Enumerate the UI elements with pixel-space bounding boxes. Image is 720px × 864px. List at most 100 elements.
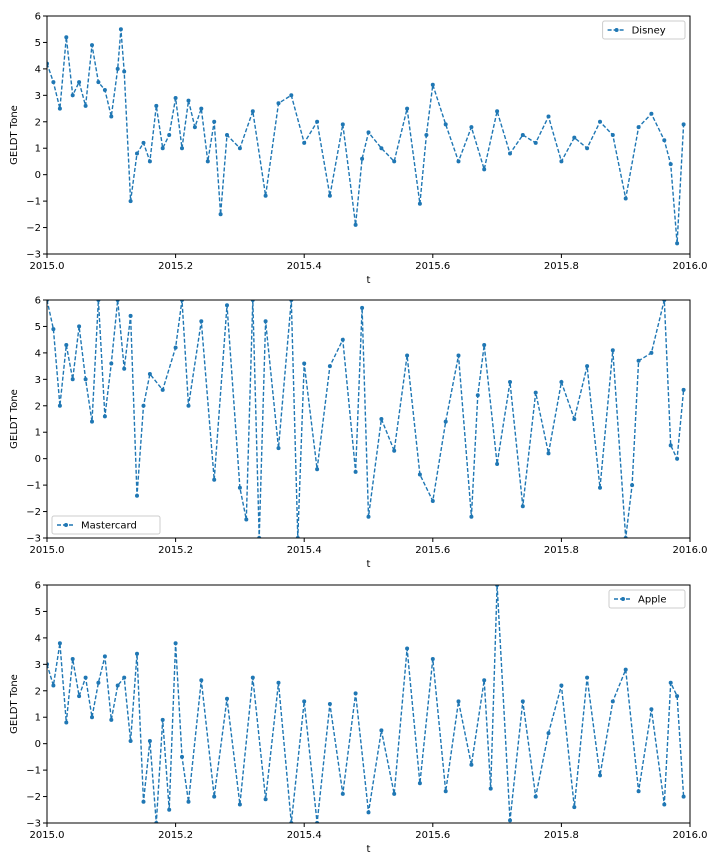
y-tick-label: 1 bbox=[35, 713, 41, 724]
data-point bbox=[154, 103, 159, 108]
data-point bbox=[559, 159, 564, 164]
data-point bbox=[77, 324, 82, 329]
data-point bbox=[430, 657, 435, 661]
x-tick-label: 2015.2 bbox=[158, 830, 193, 841]
y-tick-label: 4 bbox=[35, 633, 41, 644]
chart-panel-2: 2015.0 2015.2 2015.4 2015.6 2015.8 2016.0 −3 −2… bbox=[9, 296, 708, 571]
data-point bbox=[572, 417, 577, 421]
legend: Mastercard bbox=[51, 515, 161, 535]
data-point bbox=[102, 88, 107, 92]
data-point bbox=[237, 146, 242, 151]
data-point bbox=[366, 130, 371, 135]
data-point bbox=[630, 483, 635, 488]
data-point bbox=[167, 133, 172, 137]
data-point bbox=[681, 794, 686, 799]
y-axis-label: GELDT Tone bbox=[9, 105, 20, 165]
data-point bbox=[482, 167, 487, 172]
x-tick-label: 2015.8 bbox=[544, 261, 579, 272]
data-point bbox=[430, 82, 435, 87]
data-point bbox=[70, 93, 75, 98]
data-point bbox=[225, 133, 229, 137]
data-point bbox=[263, 319, 268, 324]
data-point bbox=[315, 467, 320, 472]
data-point bbox=[508, 380, 512, 384]
data-point bbox=[623, 667, 628, 672]
data-point bbox=[147, 372, 152, 376]
data-point bbox=[340, 337, 345, 342]
data-point bbox=[83, 377, 88, 382]
data-point bbox=[353, 222, 358, 227]
data-point bbox=[482, 678, 487, 683]
data-point bbox=[327, 364, 332, 369]
data-point bbox=[186, 799, 191, 804]
data-point bbox=[469, 514, 474, 519]
data-point bbox=[456, 353, 461, 358]
y-tick-label: −1 bbox=[26, 766, 41, 777]
data-point bbox=[96, 680, 101, 685]
data-point bbox=[70, 657, 75, 661]
data-point bbox=[212, 794, 217, 799]
y-tick-label: 6 bbox=[35, 296, 41, 307]
data-point bbox=[405, 646, 410, 651]
data-point bbox=[508, 818, 512, 823]
plot-frame bbox=[46, 299, 691, 539]
data-point bbox=[96, 80, 101, 85]
data-point bbox=[681, 122, 686, 127]
data-point bbox=[212, 119, 217, 124]
plot-frame bbox=[46, 15, 691, 255]
series-mastercard bbox=[47, 300, 686, 538]
data-point bbox=[572, 805, 577, 810]
data-point bbox=[315, 119, 320, 124]
legend-box bbox=[51, 515, 161, 535]
data-point bbox=[520, 699, 525, 704]
y-tick-label: 0 bbox=[35, 170, 41, 181]
data-point bbox=[102, 414, 107, 419]
data-point bbox=[102, 654, 107, 659]
x-tick-label: 2016.0 bbox=[673, 261, 708, 272]
data-point bbox=[302, 699, 307, 704]
legend-label: Mastercard bbox=[81, 521, 137, 532]
data-point bbox=[668, 162, 673, 167]
data-point bbox=[160, 717, 165, 722]
data-point bbox=[681, 387, 686, 392]
y-tick-label: 3 bbox=[35, 91, 41, 102]
data-point bbox=[366, 810, 371, 815]
data-point bbox=[585, 146, 590, 151]
y-tick-label: −2 bbox=[26, 507, 41, 518]
y-tick-label: 0 bbox=[35, 739, 41, 750]
data-point bbox=[469, 125, 474, 130]
y-tick-label: 3 bbox=[35, 660, 41, 671]
data-point bbox=[141, 140, 146, 145]
data-point bbox=[90, 419, 94, 424]
data-point bbox=[141, 403, 146, 408]
data-point bbox=[64, 343, 69, 347]
data-point bbox=[70, 377, 75, 382]
y-axis-label: GELDT Tone bbox=[9, 389, 20, 449]
data-point bbox=[668, 443, 673, 448]
x-tick-label: 2015.0 bbox=[30, 261, 65, 272]
data-point bbox=[430, 499, 435, 503]
data-point bbox=[199, 678, 204, 683]
x-axis-label: t bbox=[367, 559, 371, 570]
data-point bbox=[392, 159, 397, 164]
x-tick-label: 2015.8 bbox=[544, 830, 579, 841]
data-point bbox=[276, 446, 281, 451]
x-tick-label: 2015.2 bbox=[158, 261, 193, 272]
data-point bbox=[443, 122, 448, 127]
data-point bbox=[173, 345, 178, 350]
data-point bbox=[482, 343, 487, 347]
data-point bbox=[405, 106, 410, 111]
data-point bbox=[109, 361, 114, 366]
y-tick-label: −3 bbox=[26, 534, 41, 545]
legend: Disney bbox=[602, 20, 686, 40]
data-point bbox=[173, 96, 178, 100]
data-point bbox=[360, 156, 365, 161]
data-point bbox=[90, 715, 94, 720]
data-point bbox=[218, 212, 223, 217]
data-point bbox=[122, 366, 127, 371]
y-tick-label: 2 bbox=[35, 686, 41, 697]
y-tick-label: −2 bbox=[26, 792, 41, 803]
x-tick-label: 2015.4 bbox=[287, 830, 322, 841]
data-point bbox=[225, 303, 229, 308]
data-point bbox=[51, 683, 56, 688]
